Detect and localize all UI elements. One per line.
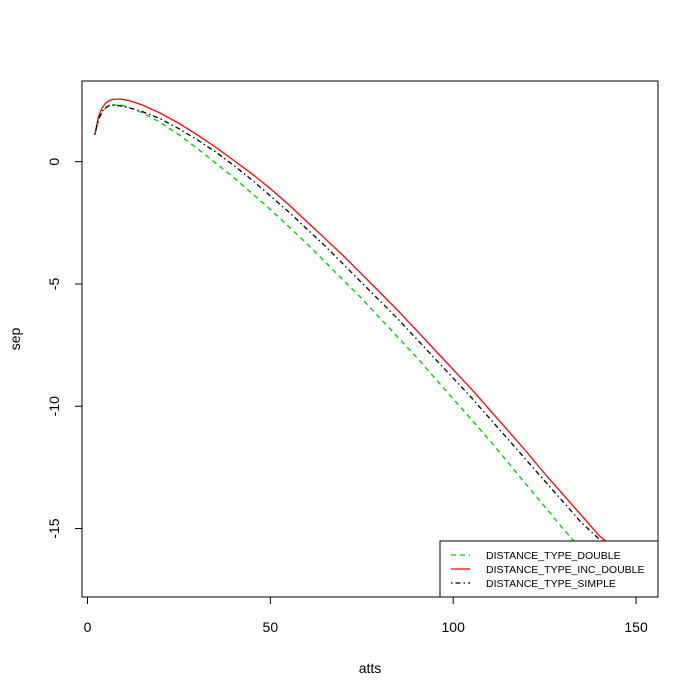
series-group — [94, 98, 637, 586]
legend-label: DISTANCE_TYPE_DOUBLE — [486, 550, 621, 562]
x-tick-label: 0 — [84, 619, 92, 635]
y-axis-title: sep — [7, 328, 23, 351]
y-tick-label: -5 — [46, 278, 62, 291]
y-tick-label: -15 — [46, 518, 62, 538]
legend-box — [439, 540, 659, 598]
x-tick-label: 100 — [442, 619, 466, 635]
x-axis-title: atts — [359, 660, 382, 676]
plot-frame — [81, 80, 659, 598]
legend: DISTANCE_TYPE_DOUBLE DISTANCE_TYPE_INC_DO… — [439, 540, 659, 598]
series-line-distance-type-double — [94, 104, 637, 586]
legend-label: DISTANCE_TYPE_SIMPLE — [486, 578, 616, 590]
series-line-distance-type-inc-double — [94, 98, 637, 563]
y-tick-label: 0 — [46, 158, 62, 166]
series-line-distance-type-simple — [94, 104, 626, 556]
y-tick-label: -10 — [46, 396, 62, 416]
legend-label: DISTANCE_TYPE_INC_DOUBLE — [486, 564, 645, 576]
x-tick-label: 50 — [263, 619, 279, 635]
x-tick-label: 150 — [624, 619, 648, 635]
